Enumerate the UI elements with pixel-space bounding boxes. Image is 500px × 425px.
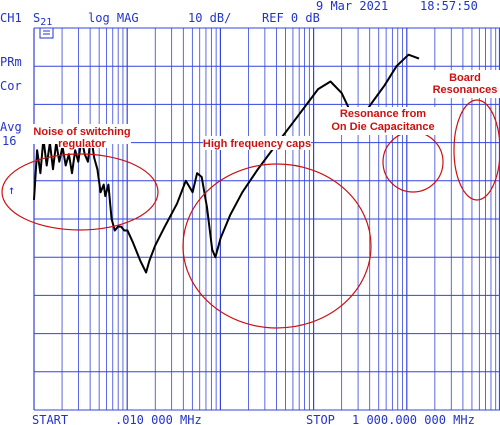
prm-label: PRm — [0, 55, 22, 69]
annotation-board-resonances: Board Resonances — [430, 70, 500, 98]
cor-label: Cor — [0, 79, 22, 93]
param-name: S — [33, 11, 40, 25]
reference-marker-icon: ↑ — [8, 183, 15, 197]
annotation-line: Noise of switching — [33, 126, 130, 138]
annotation-ellipse-switching-noise — [1, 153, 159, 231]
param-subscript: 21 — [40, 17, 52, 28]
scale-label: 10 dB/ — [188, 11, 231, 25]
annotation-line: Resonances — [433, 84, 498, 96]
annotation-ellipse-high-freq-caps — [182, 163, 372, 329]
channel-label: CH1 — [0, 11, 22, 25]
annotation-switching-noise: Noise of switching regulator — [33, 124, 131, 150]
annotation-line: Board — [449, 72, 481, 84]
param-label: S21 — [33, 11, 52, 28]
format-label: log MAG — [88, 11, 139, 25]
annotation-high-freq-caps: High frequency caps — [203, 136, 311, 150]
annotation-on-die-resonance: Resonance from On Die Capacitance — [329, 107, 437, 135]
stop-label: STOP — [306, 413, 335, 425]
start-value: .010 000 MHz — [115, 413, 202, 425]
annotation-ellipse-board-resonances — [453, 99, 500, 201]
header-date: 9 Mar 2021 — [316, 0, 388, 13]
header-time: 18:57:50 — [420, 0, 478, 13]
annotation-line: High frequency caps — [203, 138, 311, 150]
avg-count-label: 16 — [2, 134, 16, 148]
trace-line — [33, 53, 420, 274]
marker-box-icon — [39, 27, 54, 39]
ref-label: REF 0 dB — [262, 11, 320, 25]
start-label: START — [32, 413, 68, 425]
avg-label: Avg — [0, 120, 22, 134]
stop-value: 1 000.000 000 MHz — [352, 413, 475, 425]
annotation-line: On Die Capacitance — [331, 121, 434, 133]
annotation-line: Resonance from — [340, 108, 426, 120]
annotation-line: regulator — [58, 138, 106, 150]
